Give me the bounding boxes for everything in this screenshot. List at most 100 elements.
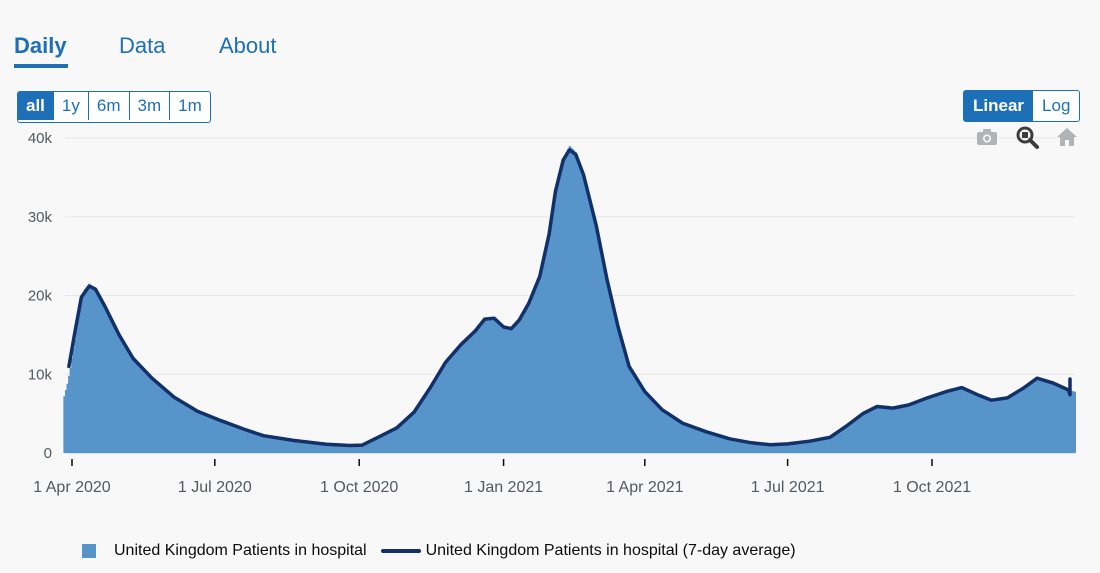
data-bar bbox=[738, 440, 741, 453]
active-tab-underline bbox=[14, 64, 68, 68]
data-bar bbox=[69, 367, 72, 453]
data-bar bbox=[709, 433, 712, 453]
data-bar bbox=[127, 350, 130, 453]
data-bar bbox=[286, 439, 289, 453]
legend-item-line[interactable]: United Kingdom Patients in hospital (7-d… bbox=[380, 542, 796, 560]
data-bar bbox=[251, 432, 254, 453]
data-bar bbox=[813, 440, 816, 453]
data-bar bbox=[295, 440, 298, 453]
data-bar bbox=[430, 385, 433, 453]
data-bar bbox=[212, 417, 215, 453]
data-bar bbox=[852, 420, 855, 453]
data-bar bbox=[965, 389, 968, 453]
data-bar bbox=[526, 304, 529, 453]
data-bar bbox=[494, 319, 497, 453]
data-bar bbox=[234, 425, 237, 453]
data-bar bbox=[645, 393, 648, 453]
data-bar bbox=[752, 442, 755, 453]
data-bar bbox=[250, 431, 253, 453]
camera-icon[interactable] bbox=[974, 124, 1000, 150]
data-bar bbox=[618, 332, 621, 453]
data-bar bbox=[1025, 385, 1028, 453]
data-bar bbox=[956, 388, 959, 453]
scale-toggle: Linear Log bbox=[963, 90, 1081, 122]
legend-swatch-bars bbox=[82, 544, 96, 558]
data-bar bbox=[978, 395, 981, 453]
range-button-1m[interactable]: 1m bbox=[178, 96, 202, 115]
data-bar bbox=[389, 430, 392, 453]
scale-button-linear[interactable]: Linear bbox=[964, 91, 1034, 121]
data-bar bbox=[85, 287, 88, 453]
data-bar bbox=[942, 392, 945, 453]
data-bar bbox=[314, 443, 317, 453]
y-tick-label: 40k bbox=[28, 130, 53, 147]
data-bar bbox=[370, 440, 373, 453]
data-bar bbox=[104, 307, 107, 453]
data-bar bbox=[334, 444, 337, 453]
data-bar bbox=[461, 342, 464, 453]
data-bar bbox=[1047, 381, 1050, 453]
data-bar bbox=[637, 381, 640, 453]
data-bar bbox=[559, 170, 562, 453]
data-bar bbox=[166, 391, 169, 453]
range-button-1y[interactable]: 1y bbox=[54, 92, 89, 120]
data-bar bbox=[367, 441, 370, 453]
data-bar bbox=[681, 423, 684, 453]
data-bar bbox=[968, 391, 971, 453]
home-icon[interactable] bbox=[1054, 124, 1080, 150]
data-bar bbox=[592, 211, 595, 453]
data-bar bbox=[90, 285, 93, 453]
data-bar bbox=[341, 445, 344, 453]
data-bar bbox=[402, 422, 405, 453]
data-bar bbox=[1000, 398, 1003, 453]
data-bar bbox=[192, 408, 195, 453]
data-bar bbox=[138, 365, 141, 453]
data-bar bbox=[1015, 392, 1018, 453]
data-bar bbox=[697, 428, 700, 453]
data-bar bbox=[411, 413, 414, 453]
data-bar bbox=[363, 444, 366, 453]
tab-about[interactable]: About bbox=[219, 33, 277, 58]
data-bar bbox=[482, 319, 485, 453]
data-bar bbox=[546, 239, 549, 453]
data-bar bbox=[565, 151, 568, 453]
data-bar bbox=[113, 325, 116, 453]
data-bar bbox=[168, 392, 171, 453]
data-bar bbox=[210, 416, 213, 453]
data-bar bbox=[1069, 390, 1072, 453]
data-bar bbox=[862, 413, 865, 453]
data-bar bbox=[355, 445, 358, 453]
data-bar bbox=[997, 399, 1000, 453]
data-bar bbox=[830, 436, 833, 453]
data-bar bbox=[1006, 397, 1009, 453]
legend-item-bars[interactable]: United Kingdom Patients in hospital bbox=[82, 542, 367, 560]
data-bar bbox=[1072, 391, 1075, 453]
data-bar bbox=[551, 210, 554, 453]
data-bar bbox=[884, 407, 887, 453]
scale-button-log[interactable]: Log bbox=[1042, 96, 1071, 115]
data-bar bbox=[534, 286, 537, 453]
tab-data[interactable]: Data bbox=[119, 33, 166, 58]
data-bar bbox=[429, 388, 431, 453]
range-button-6m[interactable]: 6m bbox=[89, 92, 130, 120]
data-bar bbox=[240, 428, 243, 453]
range-button-3m[interactable]: 3m bbox=[130, 92, 171, 120]
data-bar bbox=[1074, 391, 1076, 453]
data-bar bbox=[185, 404, 188, 453]
data-bar bbox=[934, 395, 937, 453]
zoom-icon[interactable] bbox=[1014, 124, 1040, 150]
data-bar bbox=[177, 399, 180, 453]
data-bar bbox=[306, 442, 309, 453]
data-bar bbox=[560, 163, 563, 454]
data-bar bbox=[590, 205, 593, 453]
data-bar bbox=[983, 397, 985, 453]
data-bar bbox=[912, 403, 915, 453]
data-bar bbox=[440, 370, 442, 453]
data-bar bbox=[316, 443, 319, 453]
data-bar bbox=[1044, 380, 1047, 453]
data-bar bbox=[469, 335, 472, 453]
data-bar bbox=[1042, 379, 1045, 453]
range-button-all[interactable]: all bbox=[18, 92, 54, 120]
data-bar bbox=[1063, 387, 1066, 453]
tab-daily[interactable]: Daily bbox=[14, 33, 67, 58]
